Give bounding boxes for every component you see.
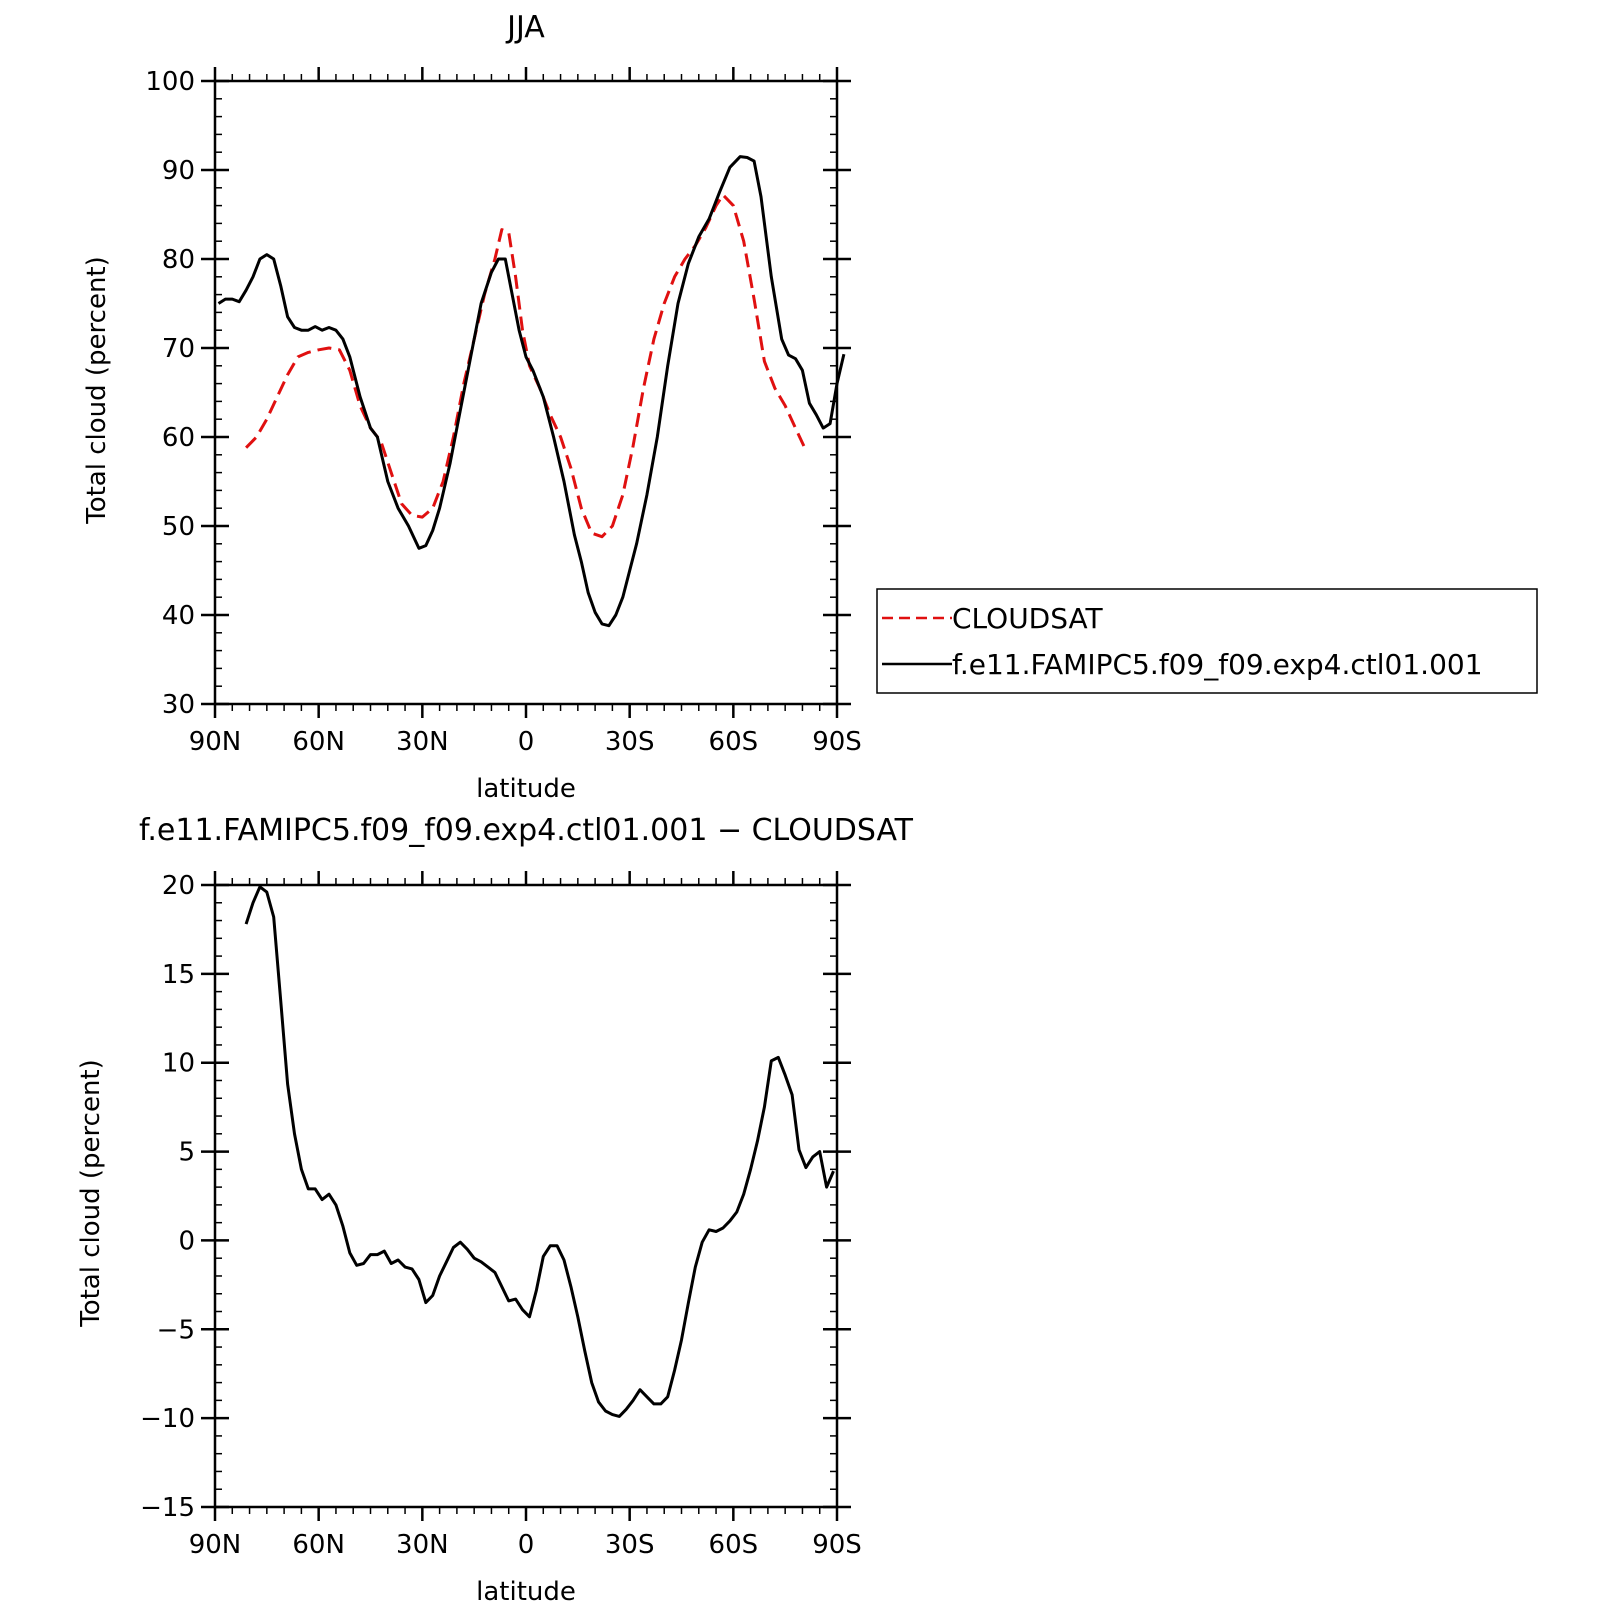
top-series-line-1 bbox=[217, 155, 846, 628]
top-chart-frame bbox=[213, 79, 839, 706]
y-tick-label: 0 bbox=[178, 1226, 195, 1256]
bottom-chart-xlabel: latitude bbox=[476, 1577, 576, 1607]
y-tick-label: 10 bbox=[162, 1049, 195, 1079]
x-tick-label: 30S bbox=[605, 1530, 655, 1560]
x-tick-label: 90N bbox=[189, 1530, 242, 1560]
y-tick-label: 15 bbox=[162, 960, 195, 990]
legend-label-model: f.e11.FAMIPC5.f09_f09.exp4.ctl01.001 bbox=[952, 648, 1483, 681]
y-tick-label: 90 bbox=[162, 156, 195, 186]
x-tick-label: 90S bbox=[812, 1530, 862, 1560]
y-tick-label: −15 bbox=[140, 1493, 195, 1523]
bottom-chart-ylabel: Total cloud (percent) bbox=[76, 1059, 106, 1328]
x-tick-label: 0 bbox=[518, 1530, 535, 1560]
y-tick-label: 50 bbox=[162, 512, 195, 542]
x-tick-label: 90N bbox=[189, 727, 242, 757]
x-tick-label: 90S bbox=[812, 727, 862, 757]
y-tick-label: 40 bbox=[162, 601, 195, 631]
y-tick-label: −10 bbox=[140, 1404, 195, 1434]
y-tick-label: 100 bbox=[145, 67, 195, 97]
bottom-chart-ticks bbox=[201, 871, 851, 1521]
y-tick-label: 60 bbox=[162, 423, 195, 453]
top-series-line-0 bbox=[245, 193, 808, 539]
top-chart-ylabel: Total cloud (percent) bbox=[82, 256, 112, 525]
x-tick-label: 60N bbox=[292, 727, 345, 757]
x-tick-label: 0 bbox=[518, 727, 535, 757]
x-tick-label: 30N bbox=[396, 727, 449, 757]
y-tick-label: 70 bbox=[162, 334, 195, 364]
bottom-chart-tick-labels: 90N 60N 30N 0 30S 60S 90S −15 −10 −5 0 5 10 15 20 bbox=[140, 871, 862, 1560]
y-tick-label: 80 bbox=[162, 245, 195, 275]
legend: CLOUDSAT f.e11.FAMIPC5.f09_f09.exp4.ctl0… bbox=[876, 588, 1538, 694]
bottom-chart-series bbox=[244, 885, 835, 1418]
top-chart-panel: JJA latitude Total cloud (percent) 90N 60… bbox=[82, 10, 862, 804]
bottom-series-line-0 bbox=[244, 885, 835, 1418]
top-chart-tick-labels: 90N 60N 30N 0 30S 60S 90S 30 40 50 60 70 80 90 100 bbox=[145, 67, 861, 757]
top-chart-xlabel: latitude bbox=[476, 774, 576, 804]
y-tick-label: 20 bbox=[162, 871, 195, 901]
top-chart-series bbox=[217, 155, 846, 628]
x-tick-label: 30S bbox=[605, 727, 655, 757]
x-tick-label: 60S bbox=[709, 727, 759, 757]
x-tick-label: 60N bbox=[292, 1530, 345, 1560]
x-tick-label: 60S bbox=[709, 1530, 759, 1560]
y-tick-label: 30 bbox=[162, 690, 195, 720]
top-chart-title: JJA bbox=[505, 10, 545, 45]
bottom-chart-frame bbox=[213, 883, 839, 1509]
x-tick-label: 30N bbox=[396, 1530, 449, 1560]
legend-label-cloudsat: CLOUDSAT bbox=[952, 602, 1104, 635]
y-tick-label: −5 bbox=[157, 1315, 195, 1345]
y-tick-label: 5 bbox=[178, 1138, 195, 1168]
bottom-chart-title: f.e11.FAMIPC5.f09_f09.exp4.ctl01.001 − C… bbox=[139, 813, 914, 848]
legend-box bbox=[876, 588, 1538, 694]
bottom-chart-panel: f.e11.FAMIPC5.f09_f09.exp4.ctl01.001 − C… bbox=[76, 813, 914, 1607]
